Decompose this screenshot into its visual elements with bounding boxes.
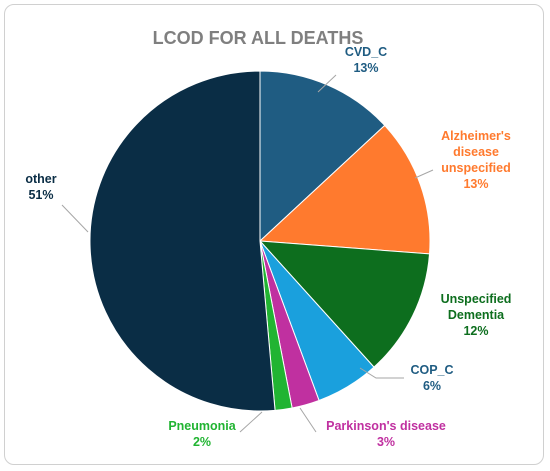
data-label-text: Pneumonia	[168, 419, 236, 433]
data-label-percent: 12%	[463, 324, 488, 338]
data-label-text: Unspecified	[441, 292, 512, 306]
data-label-pneumonia: Pneumonia 2%	[168, 419, 236, 449]
pie-slices	[89, 70, 431, 412]
data-label-percent: 6%	[423, 379, 441, 393]
data-label-text: COP_C	[410, 363, 453, 377]
data-label-text: Dementia	[448, 308, 505, 322]
data-label-cvd-c: CVD_C 13%	[345, 45, 387, 75]
leader-line-cvd-c	[317, 74, 337, 93]
data-label-percent: 51%	[28, 188, 53, 202]
data-label-alzheimer-s-disease-unspecified: Alzheimer's disease unspecified 13%	[441, 129, 511, 191]
pie-slice-alzheimer-s-disease-unspecified	[258, 124, 431, 255]
data-label-text: Parkinson's disease	[326, 419, 446, 433]
data-label-percent: 2%	[193, 435, 211, 449]
data-label-percent: 13%	[463, 177, 488, 191]
chart-title: LCOD FOR ALL DEATHS	[153, 28, 364, 48]
pie-slice-cvd-c	[259, 70, 386, 243]
leader-line-cop-c	[359, 367, 404, 379]
pie-slice-other	[89, 70, 276, 412]
leader-line-parkinson-s-disease	[299, 407, 317, 433]
data-label-text: CVD_C	[345, 45, 387, 59]
data-label-text: Alzheimer's	[441, 129, 511, 143]
data-label-text: unspecified	[441, 161, 510, 175]
data-label-text: other	[25, 172, 56, 186]
leader-line-alzheimer-s-disease-unspecified	[414, 169, 434, 179]
pie-slice-unspecified-dementia	[258, 240, 431, 368]
data-label-parkinson-s-disease: Parkinson's disease 3%	[326, 419, 446, 449]
data-label-other: other 51%	[25, 172, 56, 202]
data-label-text: disease	[453, 145, 499, 159]
data-labels: CVD_C 13% Alzheimer's disease unspecified 13%…	[25, 45, 511, 449]
leader-line-other	[61, 204, 89, 233]
leader-line-pneumonia	[239, 411, 263, 433]
data-label-cop-c: COP_C 6%	[410, 363, 453, 393]
data-label-unspecified-dementia: Unspecified Dementia 12%	[441, 292, 512, 338]
data-label-percent: 3%	[377, 435, 395, 449]
leader-lines	[61, 74, 434, 433]
data-label-percent: 13%	[353, 61, 378, 75]
